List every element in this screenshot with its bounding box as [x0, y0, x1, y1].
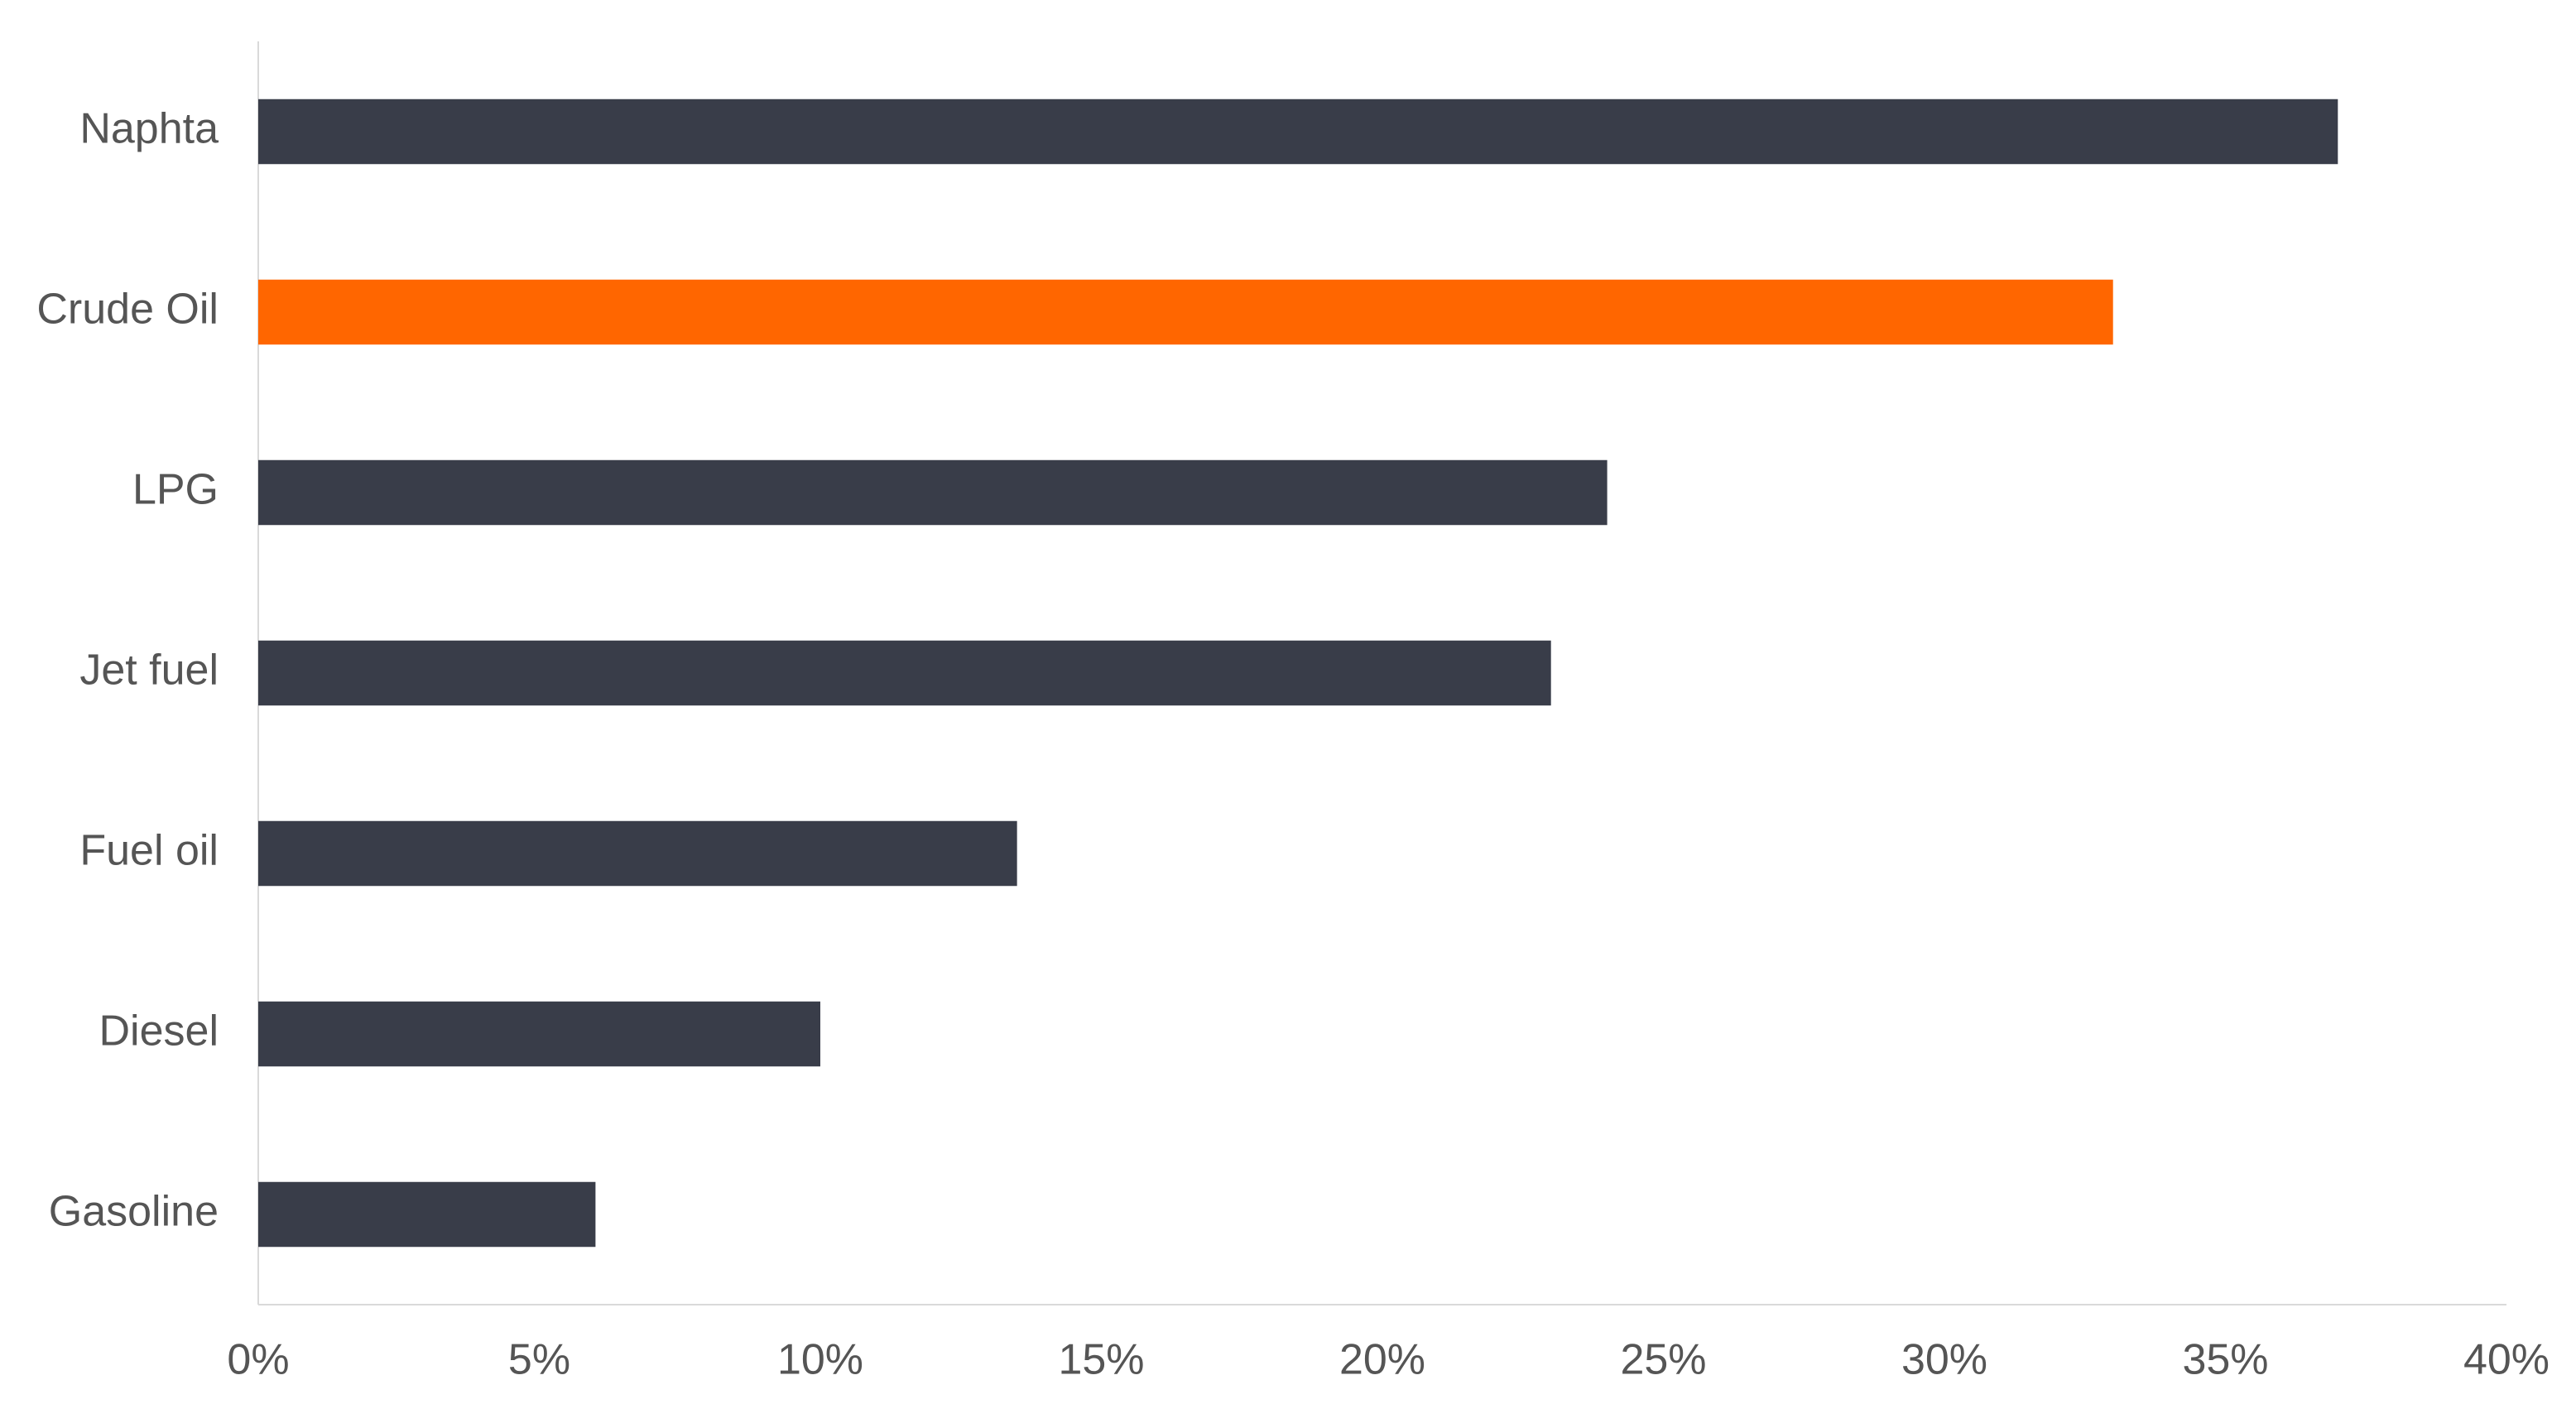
y-tick-label: Naphta	[79, 105, 219, 153]
x-tick-label: 40%	[2463, 1336, 2550, 1384]
x-tick-label: 25%	[1620, 1336, 1706, 1384]
y-tick-label: Gasoline	[49, 1188, 219, 1236]
y-tick-label: Jet fuel	[79, 647, 219, 695]
bar	[258, 459, 1608, 526]
x-tick-label: 5%	[508, 1336, 570, 1384]
x-tick-label: 35%	[2182, 1336, 2268, 1384]
bar	[258, 820, 1017, 887]
y-tick-label: Crude Oil	[36, 286, 219, 334]
y-tick-label: Diesel	[99, 1007, 219, 1055]
bar	[258, 99, 2338, 165]
bar	[258, 640, 1551, 706]
y-tick-label: LPG	[132, 466, 219, 514]
x-tick-label: 15%	[1058, 1336, 1144, 1384]
x-tick-label: 0%	[227, 1336, 289, 1384]
x-tick-label: 30%	[1901, 1336, 1987, 1384]
bar	[258, 279, 2113, 345]
bar	[258, 1001, 820, 1067]
x-tick-label: 20%	[1339, 1336, 1425, 1384]
bar	[258, 1181, 596, 1248]
x-tick-label: 10%	[777, 1336, 863, 1384]
y-tick-label: Fuel oil	[79, 827, 219, 875]
